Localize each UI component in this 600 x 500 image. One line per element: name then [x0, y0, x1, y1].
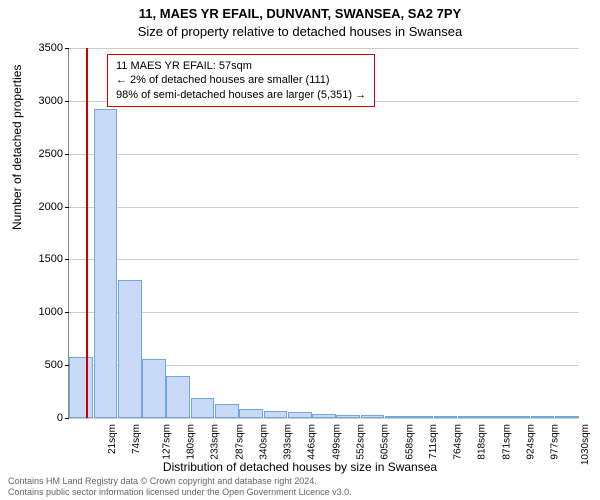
x-tick-label: 74sqm	[131, 424, 142, 454]
gridline	[69, 312, 579, 313]
histogram-bar	[69, 357, 93, 418]
histogram-bar	[434, 416, 458, 418]
x-tick-label: 658sqm	[404, 424, 415, 460]
histogram-bar	[288, 412, 312, 418]
title-line-2: Size of property relative to detached ho…	[0, 24, 600, 39]
histogram-bar	[458, 416, 482, 418]
footer-attribution: Contains HM Land Registry data © Crown c…	[8, 476, 352, 498]
x-tick-label: 21sqm	[107, 424, 118, 454]
y-tick-label: 3500	[23, 42, 63, 54]
x-tick-label: 711sqm	[428, 424, 439, 459]
histogram-bar	[312, 414, 336, 418]
histogram-bar	[531, 416, 555, 418]
histogram-bar	[215, 404, 239, 418]
footer-line-1: Contains HM Land Registry data © Crown c…	[8, 476, 352, 487]
gridline	[69, 207, 579, 208]
histogram-bar	[482, 416, 506, 418]
gridline	[69, 154, 579, 155]
histogram-bar	[239, 409, 263, 419]
x-tick-label: 393sqm	[283, 424, 294, 460]
x-tick-label: 180sqm	[186, 424, 197, 460]
x-tick-label: 1030sqm	[580, 424, 591, 465]
chart-container: 11, MAES YR EFAIL, DUNVANT, SWANSEA, SA2…	[0, 0, 600, 500]
plot-area: 050010001500200025003000350021sqm74sqm12…	[68, 48, 579, 419]
x-tick-label: 446sqm	[307, 424, 318, 460]
x-tick-label: 340sqm	[258, 424, 269, 460]
y-tick-label: 1000	[23, 306, 63, 318]
y-tick-label: 2000	[23, 201, 63, 213]
y-axis-label: Number of detached properties	[10, 65, 24, 230]
x-tick-label: 977sqm	[550, 424, 561, 460]
property-marker-line	[86, 48, 88, 418]
y-tick-label: 3000	[23, 95, 63, 107]
histogram-bar	[142, 359, 166, 418]
histogram-bar	[506, 416, 530, 418]
histogram-bar	[118, 280, 142, 418]
x-tick-label: 871sqm	[501, 424, 512, 460]
histogram-bar	[385, 416, 409, 418]
x-tick-label: 552sqm	[356, 424, 367, 460]
gridline	[69, 418, 579, 419]
histogram-bar	[264, 411, 288, 418]
annotation-box: 11 MAES YR EFAIL: 57sqm← 2% of detached …	[107, 54, 375, 107]
histogram-bar	[409, 416, 433, 418]
histogram-bar	[166, 376, 190, 418]
x-tick-label: 605sqm	[380, 424, 391, 460]
x-tick-label: 127sqm	[161, 424, 172, 460]
y-tick-label: 500	[23, 359, 63, 371]
histogram-bar	[191, 398, 215, 418]
footer-line-2: Contains public sector information licen…	[8, 487, 352, 498]
y-tick-label: 0	[23, 412, 63, 424]
annotation-line-2: ← 2% of detached houses are smaller (111…	[116, 73, 366, 87]
gridline	[69, 259, 579, 260]
histogram-bar	[361, 415, 385, 418]
histogram-bar	[555, 416, 579, 418]
gridline	[69, 48, 579, 49]
x-tick-label: 924sqm	[526, 424, 537, 460]
title-line-1: 11, MAES YR EFAIL, DUNVANT, SWANSEA, SA2…	[0, 6, 600, 21]
histogram-bar	[94, 109, 118, 418]
y-tick-label: 2500	[23, 148, 63, 160]
x-tick-label: 818sqm	[477, 424, 488, 460]
annotation-line-3: 98% of semi-detached houses are larger (…	[116, 88, 366, 102]
y-tick-label: 1500	[23, 253, 63, 265]
x-tick-label: 233sqm	[210, 424, 221, 460]
x-tick-label: 499sqm	[331, 424, 342, 460]
histogram-bar	[336, 415, 360, 418]
annotation-line-1: 11 MAES YR EFAIL: 57sqm	[116, 59, 366, 73]
x-tick-label: 764sqm	[453, 424, 464, 460]
x-axis-label: Distribution of detached houses by size …	[0, 460, 600, 474]
x-tick-label: 287sqm	[234, 424, 245, 460]
